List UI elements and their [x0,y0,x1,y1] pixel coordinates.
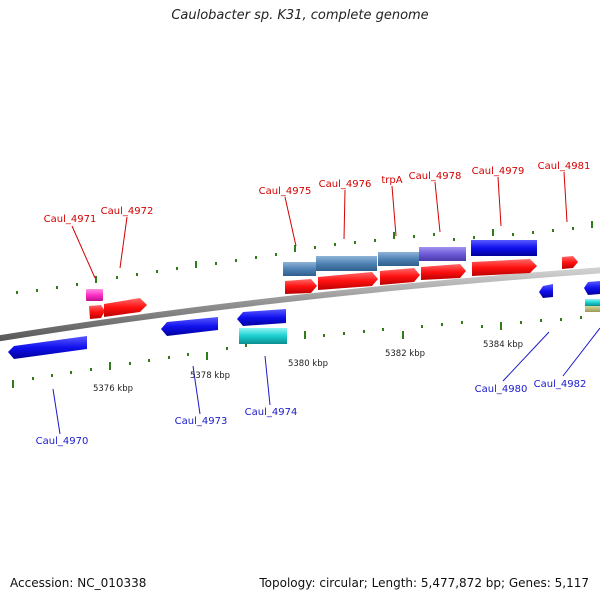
product-caul-4982-a[interactable] [585,299,600,306]
label-caul-4976[interactable]: Caul_4976 [319,179,372,190]
feature-caul-4978[interactable] [421,264,466,280]
inner-tick-track [12,316,582,388]
scale-label: 5376 kbp [93,384,133,394]
forward-strand-features [86,256,578,319]
label-caul-4980[interactable]: Caul_4980 [475,384,528,395]
label-trpA[interactable]: trpA [381,175,402,186]
feature-caul-4973[interactable] [161,317,218,336]
label-caul-4982[interactable]: Caul_4982 [534,379,587,390]
genome-backbone [0,267,600,342]
feature-trpA[interactable] [380,268,420,285]
feature-caul-4974[interactable] [237,309,286,326]
product-caul-4974[interactable] [239,328,287,344]
label-caul-4975[interactable]: Caul_4975 [259,186,312,197]
feature-caul-4971[interactable] [89,305,105,319]
feature-caul-4981[interactable] [562,256,578,269]
label-caul-4981[interactable]: Caul_4981 [538,161,591,172]
feature-caul-4979[interactable] [472,259,537,276]
label-caul-4970[interactable]: Caul_4970 [36,436,89,447]
map-title: Caulobacter sp. K31, complete genome [171,8,429,23]
product-caul-4975[interactable] [283,262,316,276]
feature-caul-4976[interactable] [318,272,378,290]
scale-label: 5384 kbp [483,340,523,350]
genome-summary: Topology: circular; Length: 5,477,872 bp… [259,576,589,590]
gene-labels: Caul_4971 Caul_4972 Caul_4975 Caul_4976 … [36,161,591,447]
feature-caul-4970[interactable] [8,336,87,359]
product-caul-4979[interactable] [471,240,537,256]
reverse-strand-features [8,281,600,359]
forward-product-track [283,240,537,276]
scale-label: 5380 kbp [288,359,328,369]
feature-caul-4972[interactable] [104,298,147,317]
feature-caul-4975[interactable] [285,279,317,294]
product-caul-4982-b[interactable] [585,306,600,312]
label-caul-4974[interactable]: Caul_4974 [245,407,298,418]
label-caul-4972[interactable]: Caul_4972 [101,206,154,217]
label-caul-4971[interactable]: Caul_4971 [44,214,97,225]
label-caul-4973[interactable]: Caul_4973 [175,416,228,427]
scale-labels: 5376 kbp 5378 kbp 5380 kbp 5382 kbp 5384… [93,340,523,394]
feature-caul-4971-ext[interactable] [86,289,103,301]
scale-label: 5382 kbp [385,349,425,359]
scale-label: 5378 kbp [190,371,230,381]
product-caul-4978[interactable] [419,247,466,261]
label-leader-lines [52,171,600,435]
product-caul-4976[interactable] [316,256,377,271]
label-caul-4978[interactable]: Caul_4978 [409,171,462,182]
outer-tick-track [16,221,593,294]
label-caul-4979[interactable]: Caul_4979 [472,166,525,177]
feature-caul-4980[interactable] [539,284,553,298]
product-trpA[interactable] [378,252,419,266]
feature-caul-4982[interactable] [584,281,600,295]
accession-label: Accession: NC_010338 [10,576,147,590]
